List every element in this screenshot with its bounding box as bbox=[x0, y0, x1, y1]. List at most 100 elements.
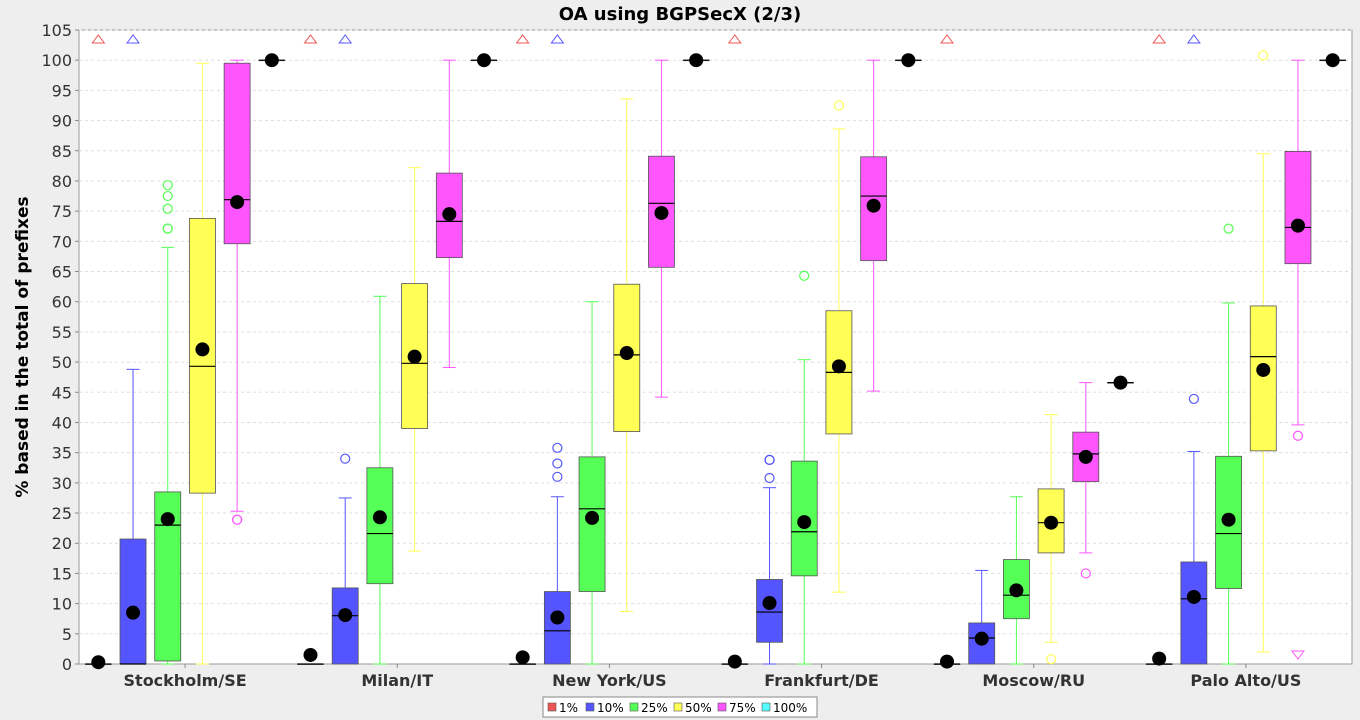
box-far-out-low bbox=[1290, 650, 1305, 660]
chart-title: OA using BGPSecX (2/3) bbox=[559, 4, 801, 25]
box-mean bbox=[901, 53, 916, 68]
y-tick-label: 65 bbox=[52, 263, 72, 282]
box-mean bbox=[654, 205, 669, 220]
box-outlier bbox=[1188, 393, 1199, 405]
y-tick-label: 5 bbox=[62, 625, 72, 644]
box-outlier bbox=[340, 453, 351, 464]
box-mean bbox=[91, 655, 106, 670]
box-outlier bbox=[1045, 654, 1057, 665]
box-mean bbox=[1325, 53, 1340, 68]
legend-swatch bbox=[585, 702, 595, 712]
box-iqr bbox=[968, 622, 996, 665]
box-mean bbox=[230, 195, 245, 210]
y-tick-label: 55 bbox=[52, 323, 72, 342]
box-mean bbox=[974, 631, 989, 646]
box-far-out-high bbox=[550, 34, 565, 44]
box-mean bbox=[303, 647, 318, 662]
box-mean bbox=[160, 512, 175, 527]
y-tick-label: 80 bbox=[52, 172, 72, 191]
box-iqr bbox=[756, 579, 783, 643]
legend-swatch bbox=[547, 702, 557, 712]
y-tick-label: 70 bbox=[52, 232, 72, 251]
y-tick-label: 0 bbox=[62, 655, 72, 674]
box-mean bbox=[1152, 651, 1167, 666]
box-outlier bbox=[764, 472, 775, 484]
box-mean bbox=[762, 596, 777, 611]
y-axis-label: % based in the total of prefixes bbox=[13, 196, 33, 497]
legend-label: 50% bbox=[685, 701, 712, 715]
y-tick-label: 35 bbox=[52, 444, 72, 463]
y-tick-label: 10 bbox=[52, 595, 72, 614]
box-mean bbox=[477, 53, 491, 68]
box-series bbox=[84, 34, 1347, 670]
box-outlier bbox=[552, 471, 563, 482]
y-tick-label: 105 bbox=[41, 21, 72, 40]
box-far-out-high bbox=[727, 34, 742, 44]
box-mean bbox=[550, 610, 565, 625]
box-iqr bbox=[1249, 305, 1277, 452]
box-iqr bbox=[366, 467, 394, 585]
box-iqr bbox=[331, 587, 359, 665]
box-outlier bbox=[1080, 568, 1091, 579]
y-tick-label: 40 bbox=[52, 413, 72, 432]
box-outlier bbox=[162, 203, 173, 214]
x-tick-label: Palo Alto/US bbox=[1190, 671, 1301, 690]
y-tick-label: 100 bbox=[41, 51, 72, 70]
box-mean bbox=[1290, 218, 1305, 233]
box-iqr bbox=[1284, 150, 1312, 265]
legend-swatch bbox=[717, 702, 727, 712]
box-outlier bbox=[162, 190, 173, 202]
box-outlier bbox=[232, 514, 243, 525]
box-outlier bbox=[1258, 50, 1269, 61]
y-tick-label: 20 bbox=[52, 534, 72, 553]
y-tick-label: 15 bbox=[52, 564, 72, 583]
box-outlier bbox=[833, 100, 845, 111]
box-mean bbox=[1044, 515, 1059, 530]
box-iqr bbox=[223, 62, 251, 245]
box-far-out-high bbox=[126, 34, 141, 44]
box-mean bbox=[1186, 589, 1201, 604]
x-tick-label: Milan/IT bbox=[361, 671, 433, 690]
legend-label: 25% bbox=[641, 701, 668, 715]
x-tick-label: Frankfurt/DE bbox=[764, 671, 879, 690]
legend: 1% 10% 25% 50% 75% 100% bbox=[542, 696, 818, 718]
box-iqr bbox=[543, 591, 571, 665]
box-outlier bbox=[552, 442, 563, 453]
box-mean bbox=[407, 349, 422, 364]
box-mean bbox=[1256, 362, 1271, 377]
box-iqr bbox=[648, 155, 675, 268]
x-tick-label: New York/US bbox=[552, 671, 667, 690]
y-tick-label: 50 bbox=[52, 353, 72, 372]
box-far-out-high bbox=[940, 34, 954, 44]
box-outlier bbox=[162, 223, 173, 234]
legend-label: 10% bbox=[597, 701, 624, 715]
grid-lines bbox=[79, 29, 1352, 635]
x-axis: Stockholm/SE Milan/IT New York/US Frankfurt… bbox=[124, 664, 1301, 690]
box-outlier bbox=[764, 454, 775, 466]
box-outlier bbox=[552, 458, 563, 469]
box-mean bbox=[585, 510, 600, 525]
y-tick-label: 60 bbox=[52, 293, 72, 312]
box-mean bbox=[797, 515, 812, 530]
y-tick-label: 30 bbox=[52, 474, 72, 493]
box-mean bbox=[727, 654, 742, 669]
plot-area bbox=[78, 29, 1353, 665]
box-mean bbox=[338, 608, 353, 623]
y-tick-label: 45 bbox=[52, 383, 72, 402]
box-mean bbox=[1221, 512, 1236, 527]
legend-swatch bbox=[673, 702, 683, 712]
box-outlier bbox=[799, 270, 810, 281]
legend-label: 100% bbox=[773, 701, 807, 715]
box-mean bbox=[619, 346, 634, 361]
legend-swatch bbox=[761, 702, 771, 712]
box-outlier bbox=[1223, 223, 1234, 234]
box-mean bbox=[264, 53, 279, 68]
legend-label: 1% bbox=[559, 701, 578, 715]
box-outlier bbox=[162, 180, 173, 191]
box-mean bbox=[1078, 449, 1093, 464]
box-iqr bbox=[119, 538, 147, 665]
box-mean bbox=[372, 510, 387, 525]
box-far-out-high bbox=[1152, 34, 1167, 44]
y-tick-label: 90 bbox=[52, 112, 72, 131]
